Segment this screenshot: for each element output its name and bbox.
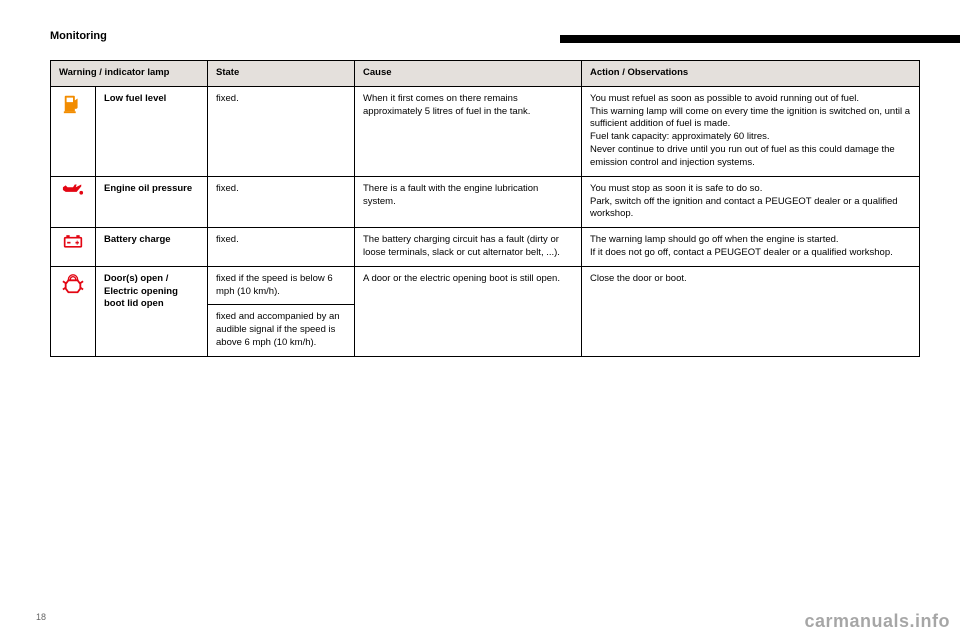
oil-cause: There is a fault with the engine lubrica…: [355, 176, 582, 227]
door-cause: A door or the electric opening boot is s…: [355, 266, 582, 356]
table-row: Low fuel level fixed. When it first come…: [51, 86, 920, 176]
page-number: 18: [36, 612, 46, 622]
col-cause: Cause: [355, 61, 582, 87]
watermark: carmanuals.info: [804, 611, 950, 632]
oil-icon-cell: [51, 176, 96, 227]
door-state-2: fixed and accompanied by an audible sign…: [208, 305, 355, 356]
door-name: Door(s) open / Electric opening boot lid…: [96, 266, 208, 356]
door-open-icon: [62, 273, 84, 295]
battery-action: The warning lamp should go off when the …: [582, 228, 920, 267]
header-bar: [560, 35, 960, 43]
table-header-row: Warning / indicator lamp State Cause Act…: [51, 61, 920, 87]
low-fuel-icon-cell: [51, 86, 96, 176]
battery-icon: [63, 234, 83, 248]
door-action: Close the door or boot.: [582, 266, 920, 356]
battery-cause: The battery charging circuit has a fault…: [355, 228, 582, 267]
oil-name: Engine oil pressure: [96, 176, 208, 227]
table-row: Battery charge fixed. The battery chargi…: [51, 228, 920, 267]
col-state: State: [208, 61, 355, 87]
door-state-1: fixed if the speed is below 6 mph (10 km…: [208, 266, 355, 305]
table-row: Engine oil pressure fixed. There is a fa…: [51, 176, 920, 227]
low-fuel-state: fixed.: [208, 86, 355, 176]
warning-lamp-table: Warning / indicator lamp State Cause Act…: [50, 60, 920, 357]
fuel-pump-icon: [62, 93, 84, 115]
door-icon-cell: [51, 266, 96, 356]
low-fuel-cause: When it first comes on there remains app…: [355, 86, 582, 176]
oil-can-icon: [62, 183, 84, 197]
battery-name: Battery charge: [96, 228, 208, 267]
col-action: Action / Observations: [582, 61, 920, 87]
low-fuel-name: Low fuel level: [96, 86, 208, 176]
battery-state: fixed.: [208, 228, 355, 267]
oil-state: fixed.: [208, 176, 355, 227]
col-lamp: Warning / indicator lamp: [51, 61, 208, 87]
oil-action: You must stop as soon it is safe to do s…: [582, 176, 920, 227]
low-fuel-action: You must refuel as soon as possible to a…: [582, 86, 920, 176]
table-row: Door(s) open / Electric opening boot lid…: [51, 266, 920, 305]
battery-icon-cell: [51, 228, 96, 267]
